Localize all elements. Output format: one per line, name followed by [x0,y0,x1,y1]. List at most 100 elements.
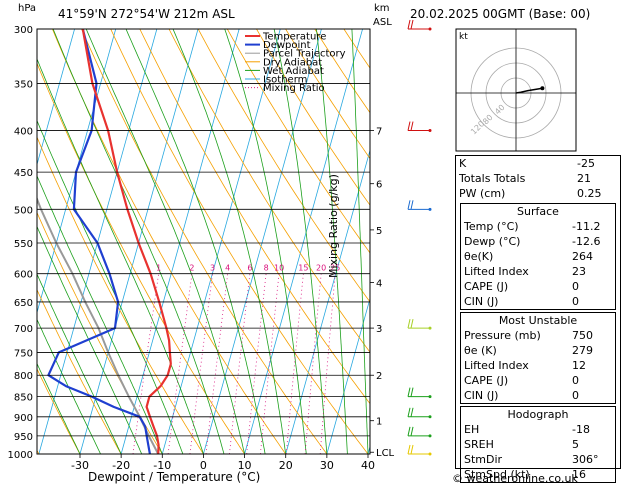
dry-adiabat-line [285,29,370,160]
legend-label: Isotherm [263,75,307,86]
surface-label: Lifted Index [464,265,529,278]
wind-barb-dot [428,395,432,399]
hodograph-end-dot [540,86,545,91]
wind-barb-flag [410,387,414,397]
hodograph-kt-label: kt [459,32,468,42]
surface-label: Temp (°C) [464,220,519,233]
unstable-label: CIN (J) [464,389,499,402]
mixing-ratio-label: 2 [189,264,194,273]
wind-barb-flag [410,426,414,437]
index-row: K -25 [456,156,620,171]
legend-label: Dry Adiabat [263,57,322,68]
wind-barb-dot [428,326,432,330]
km-tick-label: 2 [376,371,382,382]
pressure-tick-label: 550 [14,239,33,250]
wind-barb-dot [428,434,432,438]
dry-adiabat-line [37,368,81,454]
mixing-ratio-line [246,273,267,454]
pressure-tick-label: 600 [14,270,33,281]
hodograph-table: EH -18 SREH 5 StmDir 306° StmSpd (kt) 16 [461,422,615,482]
surface-value: 0 [572,280,579,293]
wind-barb-flag [407,426,411,437]
isotherm-line [285,148,370,454]
index-value: 21 [577,172,591,185]
hodo-value: -18 [572,423,590,436]
wind-barb-flag [410,19,414,30]
mixing-ratio-line [304,273,322,454]
unstable-row: θe (K) 279 [461,343,615,358]
hodo-row: EH -18 [461,422,615,437]
wind-barb-flag [407,121,411,131]
pressure-tick-label: 500 [14,205,33,216]
mixing-ratio-line [132,273,159,454]
surface-label: CAPE (J) [464,280,509,293]
dry-adiabat-line [226,29,370,254]
hodo-label: StmDir [464,453,503,466]
km-tick-label: 1 [376,417,382,428]
surface-label: Dewp (°C) [464,235,521,248]
km-tick-label: 3 [376,324,382,335]
km-tick-label: 4 [376,278,382,289]
unstable-row: Pressure (mb) 750 [461,328,615,343]
km-tick-label: LCL [376,448,395,459]
legend-label: Wet Adiabat [263,66,324,77]
km-tick-label: 7 [376,127,382,138]
wind-barb-dot [428,452,432,456]
pressure-tick-label: 900 [14,413,33,424]
wind-barb [407,444,432,456]
mixing-ratio-line [205,273,229,454]
datetime-title: 20.02.2025 00GMT (Base: 00) [410,7,591,21]
index-label: K [459,157,467,170]
unstable-label: Pressure (mb) [464,329,541,342]
hodograph-section: Hodograph EH -18 SREH 5 StmDir 306° StmSpd (kt… [460,406,616,483]
wet-adiabat-line [37,318,101,454]
x-tick-label: 0 [200,459,207,472]
dry-adiabat-line [52,29,287,454]
asl-label: ASL [373,17,392,28]
isotherm-line [38,29,158,454]
index-value: -25 [577,157,595,170]
x-tick-label: -10 [153,459,171,472]
isotherm-line [120,29,240,454]
wind-barb-dot [428,207,432,211]
unstable-table: Pressure (mb) 750 θe (K) 279 Lifted Index 12 C… [461,328,615,403]
mixing-ratio-label: 10 [274,264,284,273]
surface-row: Lifted Index 23 [461,264,615,279]
mixing-ratio-label: 8 [264,264,269,273]
x-tick-label: 30 [320,459,334,472]
wind-barb [407,318,432,330]
surface-row: CAPE (J) 0 [461,279,615,294]
mixing-ratio-line [260,273,280,454]
pressure-tick-label: 300 [14,25,33,36]
isotherm-line [37,29,75,166]
mixing-ratio-label: 3 [210,264,215,273]
unstable-label: θe (K) [464,344,497,357]
unstable-value: 0 [572,389,579,402]
legend-label: Parcel Trajectory [263,49,346,60]
wind-barb-flag [410,318,414,329]
surface-value: 264 [572,250,593,263]
wind-barb [407,19,432,31]
unstable-row: Lifted Index 12 [461,358,615,373]
x-tick-label: 40 [361,459,375,472]
pressure-tick-label: 400 [14,127,33,138]
dry-adiabat-line [256,29,370,206]
hodo-row: StmSpd (kt) 16 [461,467,615,482]
isotherm-line [244,29,363,454]
mixing-ratio-label: 25 [330,264,340,273]
wind-barb-dot [428,415,432,419]
x-tick-label: -20 [112,459,130,472]
top-indices-table: K -25 Totals Totals 21 PW (cm) 0.25 [456,156,620,201]
wind-barb-dot [428,27,432,31]
wind-barb-flag [407,200,411,210]
unstable-value: 750 [572,329,593,342]
unstable-section: Most Unstable Pressure (mb) 750 θe (K) 279 L… [460,312,616,404]
pressure-tick-label: 1000 [8,450,33,461]
mixing-ratio-axis-label: Mixing Ratio (g/kg) [327,174,340,278]
wind-barb-flag [410,121,414,131]
pressure-tick-label: 700 [14,324,33,335]
km-tick-label: 5 [376,226,382,237]
wind-barb [407,407,432,419]
